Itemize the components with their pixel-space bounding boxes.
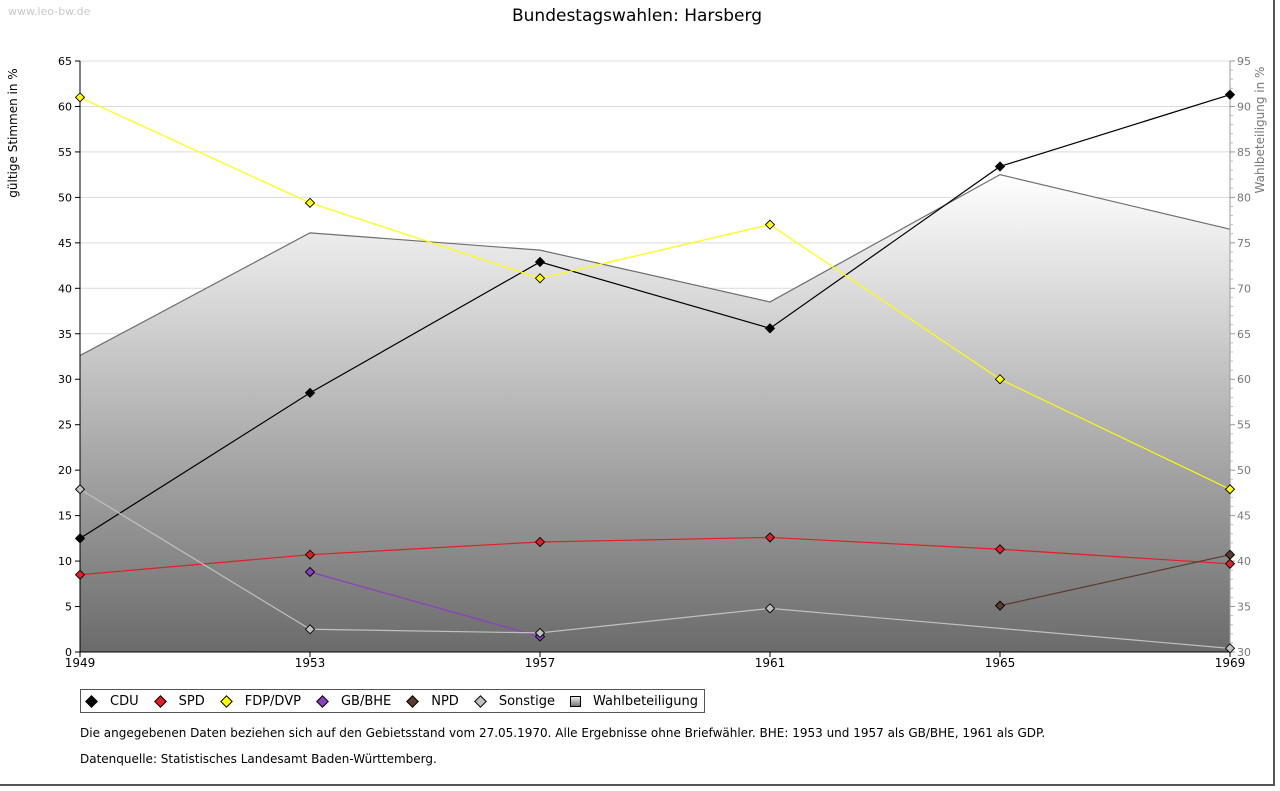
series-line-cdu — [79, 94, 1231, 539]
data-point-cdu — [764, 323, 776, 334]
data-point-cdu — [74, 533, 86, 544]
turnout-line — [79, 174, 1231, 357]
legend-label: Sonstige — [498, 693, 555, 709]
data-point-spd — [74, 569, 86, 580]
data-point-sonstige — [534, 627, 546, 639]
y-tick-label: 5 — [65, 601, 72, 614]
legend-item: Sonstige — [473, 693, 555, 709]
y-tick-label: 20 — [58, 464, 72, 477]
y-tick-label: 55 — [58, 146, 72, 159]
data-point-fdp-dvp — [994, 374, 1006, 385]
legend-label: SPD — [178, 693, 205, 709]
y-tick-label: 0 — [65, 646, 72, 659]
x-tick-label: 1969 — [1215, 656, 1246, 670]
data-point-sonstige — [74, 484, 86, 495]
y2-axis-label: Wahlbeteiligung in % — [1253, 67, 1267, 194]
data-point-npd — [1224, 549, 1236, 560]
data-point-spd — [1224, 558, 1236, 569]
y2-tick-label: 80 — [1237, 191, 1251, 204]
data-point-sonstige — [304, 624, 316, 635]
y2-tick-label: 55 — [1237, 419, 1251, 432]
series-line-fdp-dvp — [79, 96, 1231, 490]
y-tick-label: 35 — [58, 328, 72, 341]
x-tick-label: 1965 — [985, 656, 1016, 670]
y2-tick-label: 50 — [1237, 464, 1251, 477]
y2-tick-label: 95 — [1237, 55, 1251, 68]
series-line-spd — [79, 536, 1231, 576]
y2-tick-label: 30 — [1237, 646, 1251, 659]
legend-marker — [153, 694, 167, 708]
turnout-area — [80, 174, 1230, 652]
data-point-spd — [534, 536, 546, 548]
legend-label: GB/BHE — [340, 693, 392, 709]
y2-tick-label: 75 — [1237, 237, 1251, 250]
data-point-spd — [764, 532, 776, 543]
data-point-fdp-dvp — [74, 92, 86, 103]
data-source: Datenquelle: Statistisches Landesamt Bad… — [80, 752, 437, 766]
y-tick-label: 45 — [58, 237, 72, 250]
y2-tick-label: 85 — [1237, 146, 1251, 159]
y-tick-label: 30 — [58, 373, 72, 386]
y-tick-label: 15 — [58, 510, 72, 523]
chart-title: Bundestagswahlen: Harsberg — [512, 6, 762, 26]
legend-item: FDP/DVP — [219, 693, 301, 709]
y-tick-label: 50 — [58, 191, 72, 204]
data-point-cdu — [534, 256, 546, 268]
y2-tick-label: 35 — [1237, 601, 1251, 614]
data-point-fdp-dvp — [534, 273, 546, 284]
y-tick-label: 10 — [58, 555, 72, 568]
legend-marker — [406, 694, 420, 708]
y-tick-label: 65 — [58, 55, 72, 68]
data-point-npd — [994, 600, 1006, 611]
legend-item: CDU — [85, 694, 139, 709]
y2-tick-label: 70 — [1237, 282, 1251, 295]
x-tick-label: 1957 — [525, 656, 556, 670]
legend-item: GB/BHE — [316, 694, 391, 709]
legend-marker — [316, 694, 329, 708]
x-tick-label: 1961 — [755, 656, 786, 670]
legend-item: Wahlbeteiligung — [570, 694, 698, 709]
y-tick-label: 60 — [58, 100, 72, 113]
legend: CDU SPD FDP/DVP GB/BHE NPD Sonstige Wahlbeteil… — [80, 689, 706, 713]
legend-marker — [570, 695, 581, 707]
data-point-fdp-dvp — [304, 197, 316, 208]
legend-item: SPD — [153, 693, 205, 709]
x-tick-label: 1953 — [295, 656, 326, 670]
legend-label: FDP/DVP — [244, 693, 301, 709]
data-point-gb-bhe — [304, 566, 316, 578]
watermark: www.leo-bw.de — [8, 5, 91, 18]
y-tick-label: 25 — [58, 419, 72, 432]
data-point-sonstige — [1224, 643, 1236, 654]
legend-marker — [85, 694, 98, 708]
y-tick-label: 40 — [58, 282, 72, 295]
data-point-sonstige — [764, 603, 776, 614]
x-tick-label: 1949 — [65, 656, 96, 670]
y2-tick-label: 40 — [1237, 555, 1251, 568]
legend-marker — [473, 694, 487, 708]
legend-item: NPD — [406, 694, 459, 709]
data-point-fdp-dvp — [1224, 484, 1236, 495]
series-line-npd — [999, 554, 1231, 607]
y2-tick-label: 45 — [1237, 510, 1251, 523]
legend-marker — [219, 694, 233, 708]
legend-label: Wahlbeteiligung — [593, 693, 699, 709]
data-point-cdu — [304, 387, 316, 399]
data-point-cdu — [994, 161, 1006, 172]
data-point-spd — [994, 544, 1006, 555]
y-axis-label: gültige Stimmen in % — [6, 68, 20, 197]
y2-tick-label: 65 — [1237, 328, 1251, 341]
y2-tick-label: 90 — [1237, 100, 1251, 113]
data-point-fdp-dvp — [764, 219, 776, 230]
data-point-cdu — [1224, 89, 1236, 100]
footnote: Die angegebenen Daten beziehen sich auf … — [80, 726, 1046, 740]
legend-label: NPD — [431, 693, 459, 709]
series-line-gb-bhe — [309, 571, 541, 638]
data-point-spd — [304, 549, 316, 560]
y2-tick-label: 60 — [1237, 373, 1251, 386]
legend-label: CDU — [110, 693, 139, 709]
